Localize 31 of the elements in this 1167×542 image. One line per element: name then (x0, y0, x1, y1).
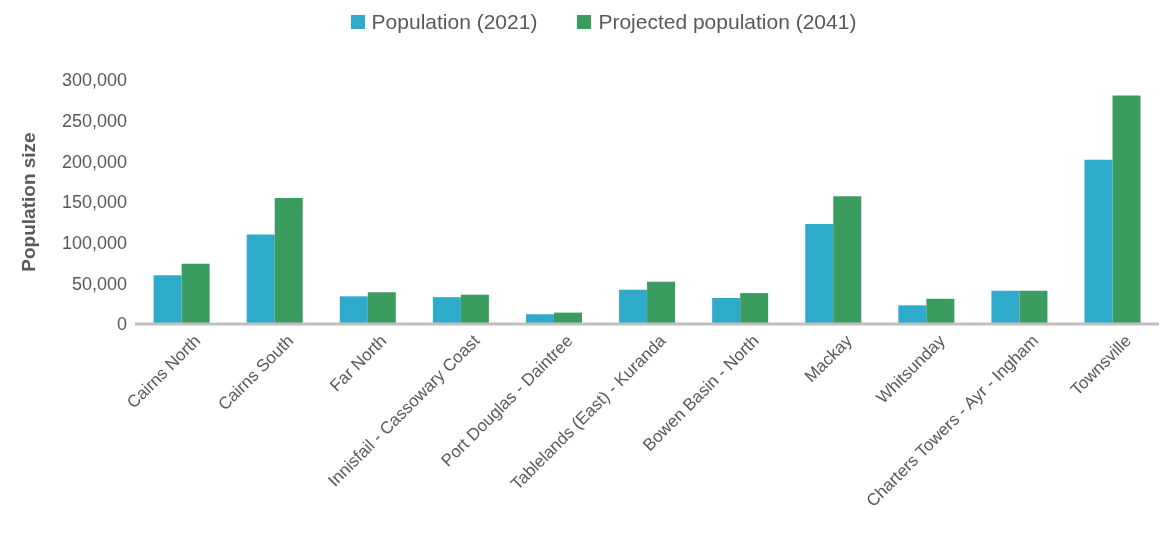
bar (740, 293, 769, 324)
bar (926, 298, 955, 324)
bar (367, 292, 396, 324)
y-tick-label: 250,000 (61, 111, 127, 132)
y-tick-label: 300,000 (61, 70, 127, 91)
bar (246, 234, 275, 324)
bar (712, 297, 741, 324)
bar (432, 297, 461, 324)
y-tick-label: 200,000 (61, 151, 127, 172)
bar (1112, 95, 1141, 324)
bar (805, 223, 834, 324)
legend-label: Projected population (2041) (598, 10, 857, 34)
bar (647, 281, 676, 324)
y-tick-label: 50,000 (71, 273, 127, 294)
bar (339, 296, 368, 324)
bar (619, 289, 648, 324)
bar (153, 275, 182, 324)
bar (898, 305, 927, 324)
y-tick-label: 150,000 (61, 192, 127, 213)
bar (833, 196, 862, 324)
y-tick-label: 0 (116, 314, 127, 335)
legend-label: Population (2021) (371, 10, 538, 34)
y-tick-label: 100,000 (61, 233, 127, 254)
bar (525, 314, 554, 324)
bar (991, 290, 1020, 324)
bar (1019, 290, 1048, 324)
bar (274, 197, 303, 324)
bar (181, 263, 210, 324)
bar (1084, 159, 1113, 324)
bar (460, 294, 489, 324)
y-axis-title: Population size (17, 132, 39, 272)
